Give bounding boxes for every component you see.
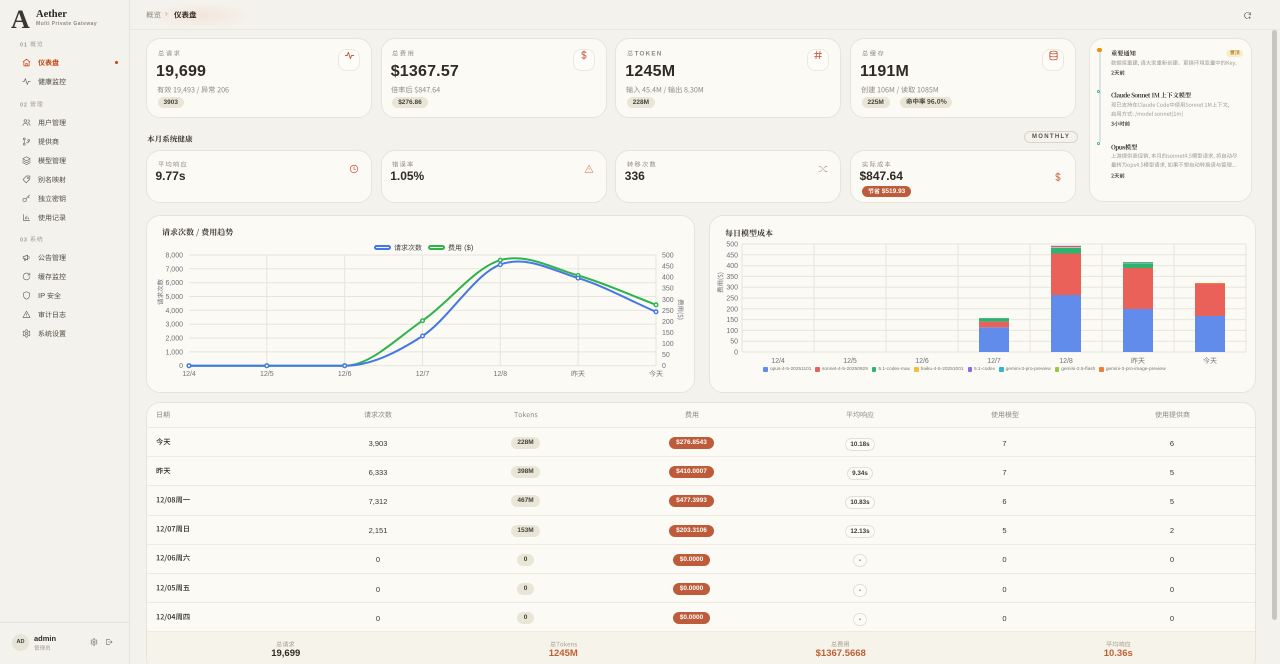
svg-text:400: 400 bbox=[726, 263, 738, 270]
svg-text:0: 0 bbox=[179, 363, 183, 370]
svg-text:450: 450 bbox=[662, 264, 674, 271]
svg-text:6,000: 6,000 bbox=[165, 280, 183, 287]
svg-text:100: 100 bbox=[662, 341, 674, 348]
svg-text:12/6: 12/6 bbox=[915, 358, 929, 365]
svg-text:50: 50 bbox=[662, 352, 670, 359]
svg-text:0: 0 bbox=[734, 350, 738, 357]
svg-text:3,000: 3,000 bbox=[165, 322, 183, 329]
svg-text:12/6: 12/6 bbox=[338, 371, 352, 378]
svg-text:250: 250 bbox=[726, 296, 738, 303]
svg-text:300: 300 bbox=[662, 297, 674, 304]
svg-text:100: 100 bbox=[726, 328, 738, 335]
svg-text:12/4: 12/4 bbox=[771, 358, 785, 365]
svg-text:300: 300 bbox=[726, 285, 738, 292]
svg-text:8,000: 8,000 bbox=[165, 253, 183, 260]
svg-text:12/8: 12/8 bbox=[1059, 358, 1073, 365]
svg-text:12/7: 12/7 bbox=[987, 358, 1001, 365]
svg-text:350: 350 bbox=[726, 274, 738, 281]
svg-text:500: 500 bbox=[662, 253, 674, 260]
svg-text:200: 200 bbox=[726, 306, 738, 313]
svg-text:12/4: 12/4 bbox=[182, 371, 196, 378]
svg-text:12/5: 12/5 bbox=[260, 371, 274, 378]
svg-text:50: 50 bbox=[730, 339, 738, 346]
svg-text:2,000: 2,000 bbox=[165, 336, 183, 343]
svg-text:1,000: 1,000 bbox=[165, 349, 183, 356]
svg-text:500: 500 bbox=[726, 242, 738, 249]
svg-text:400: 400 bbox=[662, 275, 674, 282]
svg-text:250: 250 bbox=[662, 308, 674, 315]
svg-text:12/8: 12/8 bbox=[493, 371, 507, 378]
svg-text:7,000: 7,000 bbox=[165, 266, 183, 273]
svg-text:5,000: 5,000 bbox=[165, 294, 183, 301]
svg-text:12/5: 12/5 bbox=[843, 358, 857, 365]
svg-text:450: 450 bbox=[726, 252, 738, 259]
svg-text:150: 150 bbox=[726, 317, 738, 324]
svg-text:150: 150 bbox=[662, 330, 674, 337]
svg-text:4,000: 4,000 bbox=[165, 308, 183, 315]
svg-text:200: 200 bbox=[662, 319, 674, 326]
svg-text:12/7: 12/7 bbox=[416, 371, 430, 378]
svg-text:0: 0 bbox=[662, 363, 666, 370]
svg-text:350: 350 bbox=[662, 286, 674, 293]
